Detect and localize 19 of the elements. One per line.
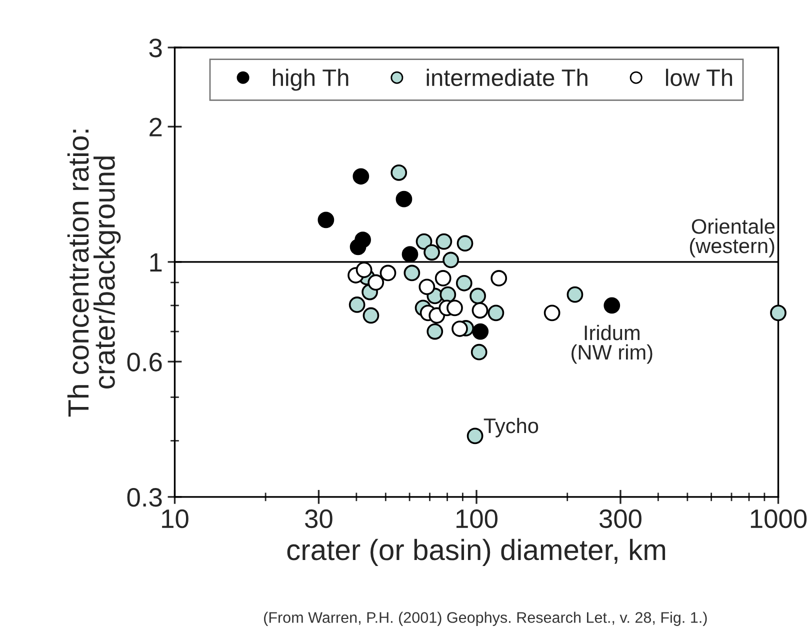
- x-tick-label: 300: [599, 509, 642, 528]
- annotation: Orientale (western): [690, 218, 775, 258]
- x-tick-label: 10: [162, 509, 188, 528]
- x-axis-title: crater (or basin) diameter, km: [287, 538, 666, 566]
- y-axis-title: Th concentration ratio: crater/background: [67, 130, 121, 417]
- y-tick-label: 3: [149, 38, 162, 58]
- y-tick-label: 0.3: [127, 488, 162, 507]
- text: (From Warren, P.H. (2001) Geophys. Research Let., v. 28, Fig. 1.): [264, 612, 707, 626]
- x-tick-label: 30: [305, 509, 332, 528]
- x-tick-label: 100: [456, 509, 498, 528]
- legend-label: intermediate Th: [426, 68, 588, 86]
- x-tick-label: 1000: [750, 509, 807, 528]
- annotation: Tycho: [484, 418, 538, 438]
- legend-label: high Th: [273, 68, 348, 91]
- legend-label: low Th: [666, 68, 732, 86]
- y-tick-label: 0.6: [127, 352, 162, 372]
- annotation: Iridum (NW rim): [572, 324, 652, 364]
- y-tick-label: 1: [150, 253, 162, 272]
- y-tick-label: 2: [150, 118, 162, 136]
